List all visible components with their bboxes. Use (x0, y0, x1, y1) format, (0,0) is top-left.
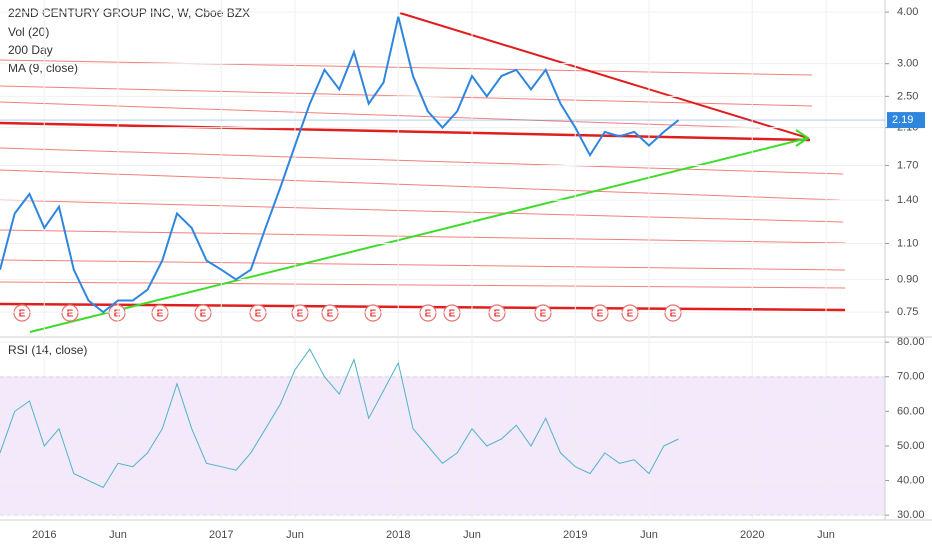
series-line (0, 16, 680, 314)
earnings-marker: E (364, 304, 382, 322)
earnings-marker: E (534, 304, 552, 322)
x-tick-label: 2019 (563, 529, 587, 541)
x-tick-label: 2020 (740, 529, 764, 541)
y-tick-label: 30.00 (897, 509, 925, 521)
legend-item: 200 Day (8, 43, 53, 57)
earnings-label: E (370, 309, 377, 320)
earnings-label: E (67, 309, 74, 320)
rsi-title: RSI (14, close) (8, 343, 87, 357)
earnings-circle (108, 304, 126, 322)
earnings-circle (291, 304, 309, 322)
earnings-circle (364, 304, 382, 322)
earnings-label: E (200, 309, 207, 320)
earnings-circle (591, 304, 609, 322)
y-tick-label: 1.10 (897, 237, 918, 249)
earnings-marker: E (291, 304, 309, 322)
earnings-label: E (114, 309, 121, 320)
y-tick-label: 40.00 (897, 474, 925, 486)
earnings-circle (249, 304, 267, 322)
y-tick-label: 50.00 (897, 440, 925, 452)
earnings-circle (488, 304, 506, 322)
y-tick-label: 70.00 (897, 371, 925, 383)
earnings-circle (419, 304, 437, 322)
y-tick-label: 4.00 (897, 6, 918, 18)
legend-item: Vol (20) (8, 25, 49, 39)
y-tick-label: 2.50 (897, 90, 918, 102)
series-line (0, 348, 679, 489)
earnings-circle (61, 304, 79, 322)
horizontal-lines (0, 59, 846, 289)
earnings-label: E (597, 309, 604, 320)
earnings-label: E (255, 309, 262, 320)
earnings-label: E (494, 309, 501, 320)
earnings-marker: E (321, 304, 339, 322)
earnings-marker: E (488, 304, 506, 322)
earnings-circle (443, 304, 461, 322)
earnings-circle (321, 304, 339, 322)
last-price-label: 2.19 (892, 114, 913, 126)
earnings-label: E (297, 309, 304, 320)
earnings-marker: E (108, 304, 126, 322)
earnings-marker: E (61, 304, 79, 322)
earnings-marker: E (249, 304, 267, 322)
x-tick-label: Jun (817, 529, 835, 541)
support-line (0, 121, 811, 142)
earnings-marker: E (621, 304, 639, 322)
earnings-marker: E (13, 304, 31, 322)
earnings-label: E (157, 309, 164, 320)
x-tick-label: 2018 (386, 529, 410, 541)
x-tick-label: Jun (640, 529, 658, 541)
y-tick-label: 1.40 (897, 194, 918, 206)
y-tick-label: 0.90 (897, 273, 918, 285)
y-tick-label: 0.75 (897, 306, 918, 318)
earnings-circle (621, 304, 639, 322)
support-trend (29, 137, 809, 333)
earnings-label: E (627, 309, 634, 320)
y-tick-label: 60.00 (897, 405, 925, 417)
earnings-label: E (449, 309, 456, 320)
earnings-marker: E (591, 304, 609, 322)
earnings-marker: E (664, 304, 682, 322)
earnings-marker: E (443, 304, 461, 322)
earnings-label: E (540, 309, 547, 320)
earnings-marker: E (419, 304, 437, 322)
earnings-circle (664, 304, 682, 322)
x-tick-label: Jun (109, 529, 127, 541)
legend-item: MA (9, close) (8, 61, 78, 75)
earnings-circle (151, 304, 169, 322)
earnings-label: E (19, 309, 26, 320)
x-tick-label: 2017 (209, 529, 233, 541)
x-tick-label: Jun (463, 529, 481, 541)
earnings-marker: E (194, 304, 212, 322)
last-price-box (887, 112, 925, 129)
earnings-circle (13, 304, 31, 322)
x-tick-label: Jun (286, 529, 304, 541)
earnings-circle (534, 304, 552, 322)
earnings-label: E (327, 309, 334, 320)
earnings-label: E (670, 309, 677, 320)
chart-title: 22ND CENTURY GROUP INC, W, Cboe BZX (8, 6, 250, 20)
earnings-marker: E (151, 304, 169, 322)
y-tick-label: 3.00 (897, 58, 918, 70)
earnings-circle (194, 304, 212, 322)
arrow-head (795, 129, 810, 147)
x-tick-label: 2016 (32, 529, 56, 541)
y-tick-label: 1.70 (897, 159, 918, 171)
y-tick-label: 80.00 (897, 336, 925, 348)
resistance-trend (399, 12, 809, 139)
earnings-label: E (425, 309, 432, 320)
